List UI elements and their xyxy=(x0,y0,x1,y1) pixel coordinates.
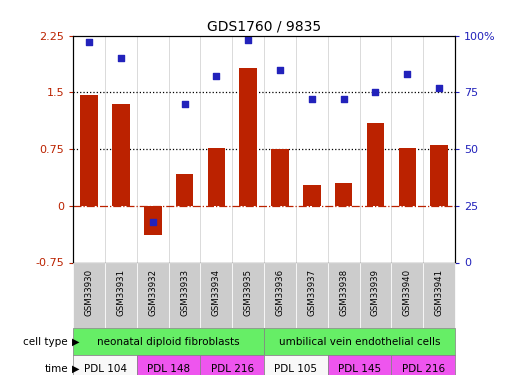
Bar xyxy=(335,183,353,206)
Text: PDL 104: PDL 104 xyxy=(84,364,127,374)
Text: PDL 216: PDL 216 xyxy=(402,364,445,374)
Bar xyxy=(144,206,162,234)
Text: PDL 148: PDL 148 xyxy=(147,364,190,374)
Text: cell type: cell type xyxy=(24,337,68,346)
Text: GSM33931: GSM33931 xyxy=(117,268,126,316)
Point xyxy=(180,101,189,107)
Text: umbilical vein endothelial cells: umbilical vein endothelial cells xyxy=(279,337,440,346)
Point xyxy=(149,219,157,225)
Point xyxy=(435,85,444,91)
Bar xyxy=(271,149,289,206)
Text: GSM33940: GSM33940 xyxy=(403,268,412,316)
Point xyxy=(308,96,316,102)
Text: PDL 216: PDL 216 xyxy=(211,364,254,374)
Bar xyxy=(430,145,448,206)
Text: PDL 145: PDL 145 xyxy=(338,364,381,374)
Text: GSM33932: GSM33932 xyxy=(148,268,157,316)
Point xyxy=(276,67,284,73)
Text: PDL 105: PDL 105 xyxy=(275,364,317,374)
Text: GSM33933: GSM33933 xyxy=(180,268,189,316)
Bar xyxy=(367,123,384,206)
Text: neonatal diploid fibroblasts: neonatal diploid fibroblasts xyxy=(97,337,240,346)
Bar xyxy=(303,184,321,206)
Point xyxy=(403,71,412,77)
Bar xyxy=(240,68,257,206)
Bar xyxy=(112,104,130,206)
Bar xyxy=(399,148,416,206)
Text: ▶: ▶ xyxy=(72,337,79,346)
Text: time: time xyxy=(44,364,68,374)
Text: GSM33939: GSM33939 xyxy=(371,268,380,315)
Bar xyxy=(176,174,194,206)
Point xyxy=(371,89,380,95)
Point xyxy=(339,96,348,102)
Text: GSM33930: GSM33930 xyxy=(85,268,94,316)
Bar xyxy=(208,148,225,206)
Point xyxy=(117,56,125,62)
Text: ▶: ▶ xyxy=(72,364,79,374)
Point xyxy=(85,39,93,45)
Text: GSM33941: GSM33941 xyxy=(435,268,444,316)
Point xyxy=(212,74,221,80)
Text: GSM33937: GSM33937 xyxy=(308,268,316,316)
Point xyxy=(244,37,253,43)
Bar xyxy=(81,94,98,206)
Text: GSM33935: GSM33935 xyxy=(244,268,253,316)
Text: GSM33936: GSM33936 xyxy=(276,268,285,316)
Title: GDS1760 / 9835: GDS1760 / 9835 xyxy=(207,19,321,33)
Text: GSM33934: GSM33934 xyxy=(212,268,221,316)
Text: GSM33938: GSM33938 xyxy=(339,268,348,316)
